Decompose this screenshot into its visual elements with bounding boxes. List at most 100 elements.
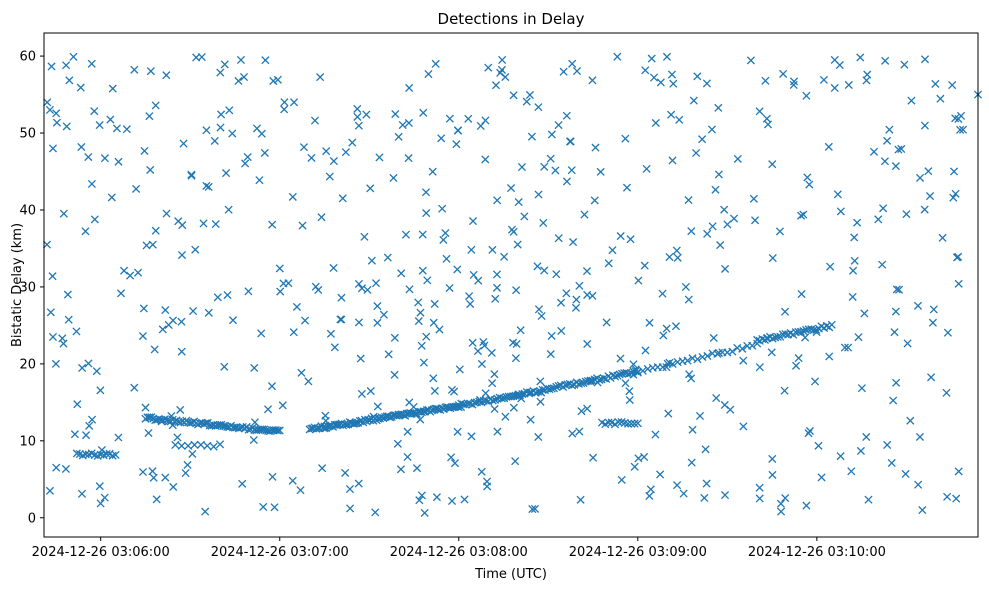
detection-point [418,230,427,239]
detection-point [907,96,916,105]
detection-point [881,56,890,65]
detection-point [849,266,858,275]
detection-point [151,226,160,235]
detection-point [802,501,811,510]
detection-point [84,359,93,368]
detection-point [146,67,155,76]
detection-point [96,386,105,395]
detection-point [615,370,624,379]
detection-point [497,394,506,403]
detection-point [511,457,520,466]
detection-point [202,181,211,190]
detection-point [116,289,126,298]
detection-point [651,430,660,439]
detection-point [432,493,441,502]
detection-point [477,467,486,476]
detection-point [238,479,247,488]
detection-point [513,240,522,249]
detection-point [452,140,461,149]
detection-point [213,293,222,302]
x-tick-label: 2024-12-26 03:06:00 [32,545,170,560]
detection-point [429,318,438,327]
detection-point [162,209,171,218]
detection-point [844,343,853,352]
detection-point [546,350,555,359]
detection-point [889,396,898,405]
detection-point [863,70,872,79]
detection-point [668,359,677,369]
detection-point [942,388,951,397]
detection-point [353,112,362,121]
detection-point [48,332,58,341]
detection-point [367,256,376,265]
detection-point [354,121,363,130]
detection-point [130,65,139,74]
detection-point [920,121,929,130]
detection-point [379,310,388,319]
y-tick-label: 20 [19,357,36,372]
detection-point [614,417,623,427]
detection-point [280,105,289,114]
detection-point [500,394,509,403]
detection-point [943,492,952,501]
detection-point [263,405,273,414]
detection-point [643,364,652,373]
detection-point [211,219,220,229]
x-tick-label: 2024-12-26 03:10:00 [748,545,886,560]
detection-point [297,368,306,377]
detection-point [928,318,937,327]
detection-point [662,52,672,61]
detection-point [47,62,56,71]
detection-point [482,477,492,486]
detection-point [431,59,440,68]
detection-point [814,441,823,450]
detection-point [938,233,947,242]
detection-point [667,110,676,119]
detection-point [405,83,414,93]
detection-point [847,467,856,476]
y-axis-label: Bistatic Delay (km) [10,223,25,347]
detection-point [77,142,86,152]
detection-point [249,435,258,445]
detection-point [169,482,178,492]
detection-point [568,381,577,390]
detection-point [107,193,116,202]
detection-point [252,124,262,133]
detection-point [362,110,371,119]
detection-point [516,326,525,335]
detection-point [562,289,571,298]
detection-point [345,485,355,494]
detection-point [488,396,497,405]
detection-point [702,79,711,88]
detection-point [161,306,170,315]
detection-point [755,483,764,492]
detection-point [599,374,608,383]
detection-point [70,430,79,439]
detection-point [318,464,327,473]
detection-point [267,382,277,391]
detection-point [672,246,681,255]
detection-point [805,180,814,189]
detection-point [903,339,912,348]
detection-point [952,253,962,262]
detection-point [162,71,171,80]
detection-point [533,262,542,271]
detection-point [310,116,320,125]
detection-point [416,308,425,317]
detection-point [791,361,801,370]
detection-point [830,83,839,93]
detection-point [268,472,277,481]
detection-point [887,458,896,468]
detection-point [389,173,398,183]
detection-point [375,153,384,162]
detection-point [658,289,667,298]
detection-point [658,363,667,372]
detection-point [260,148,269,157]
detection-point [90,107,99,116]
detection-point [466,299,475,309]
detection-point [509,403,518,412]
detection-point [590,196,599,205]
detection-point [702,479,711,488]
detection-point [797,289,806,299]
detection-point [498,55,507,64]
